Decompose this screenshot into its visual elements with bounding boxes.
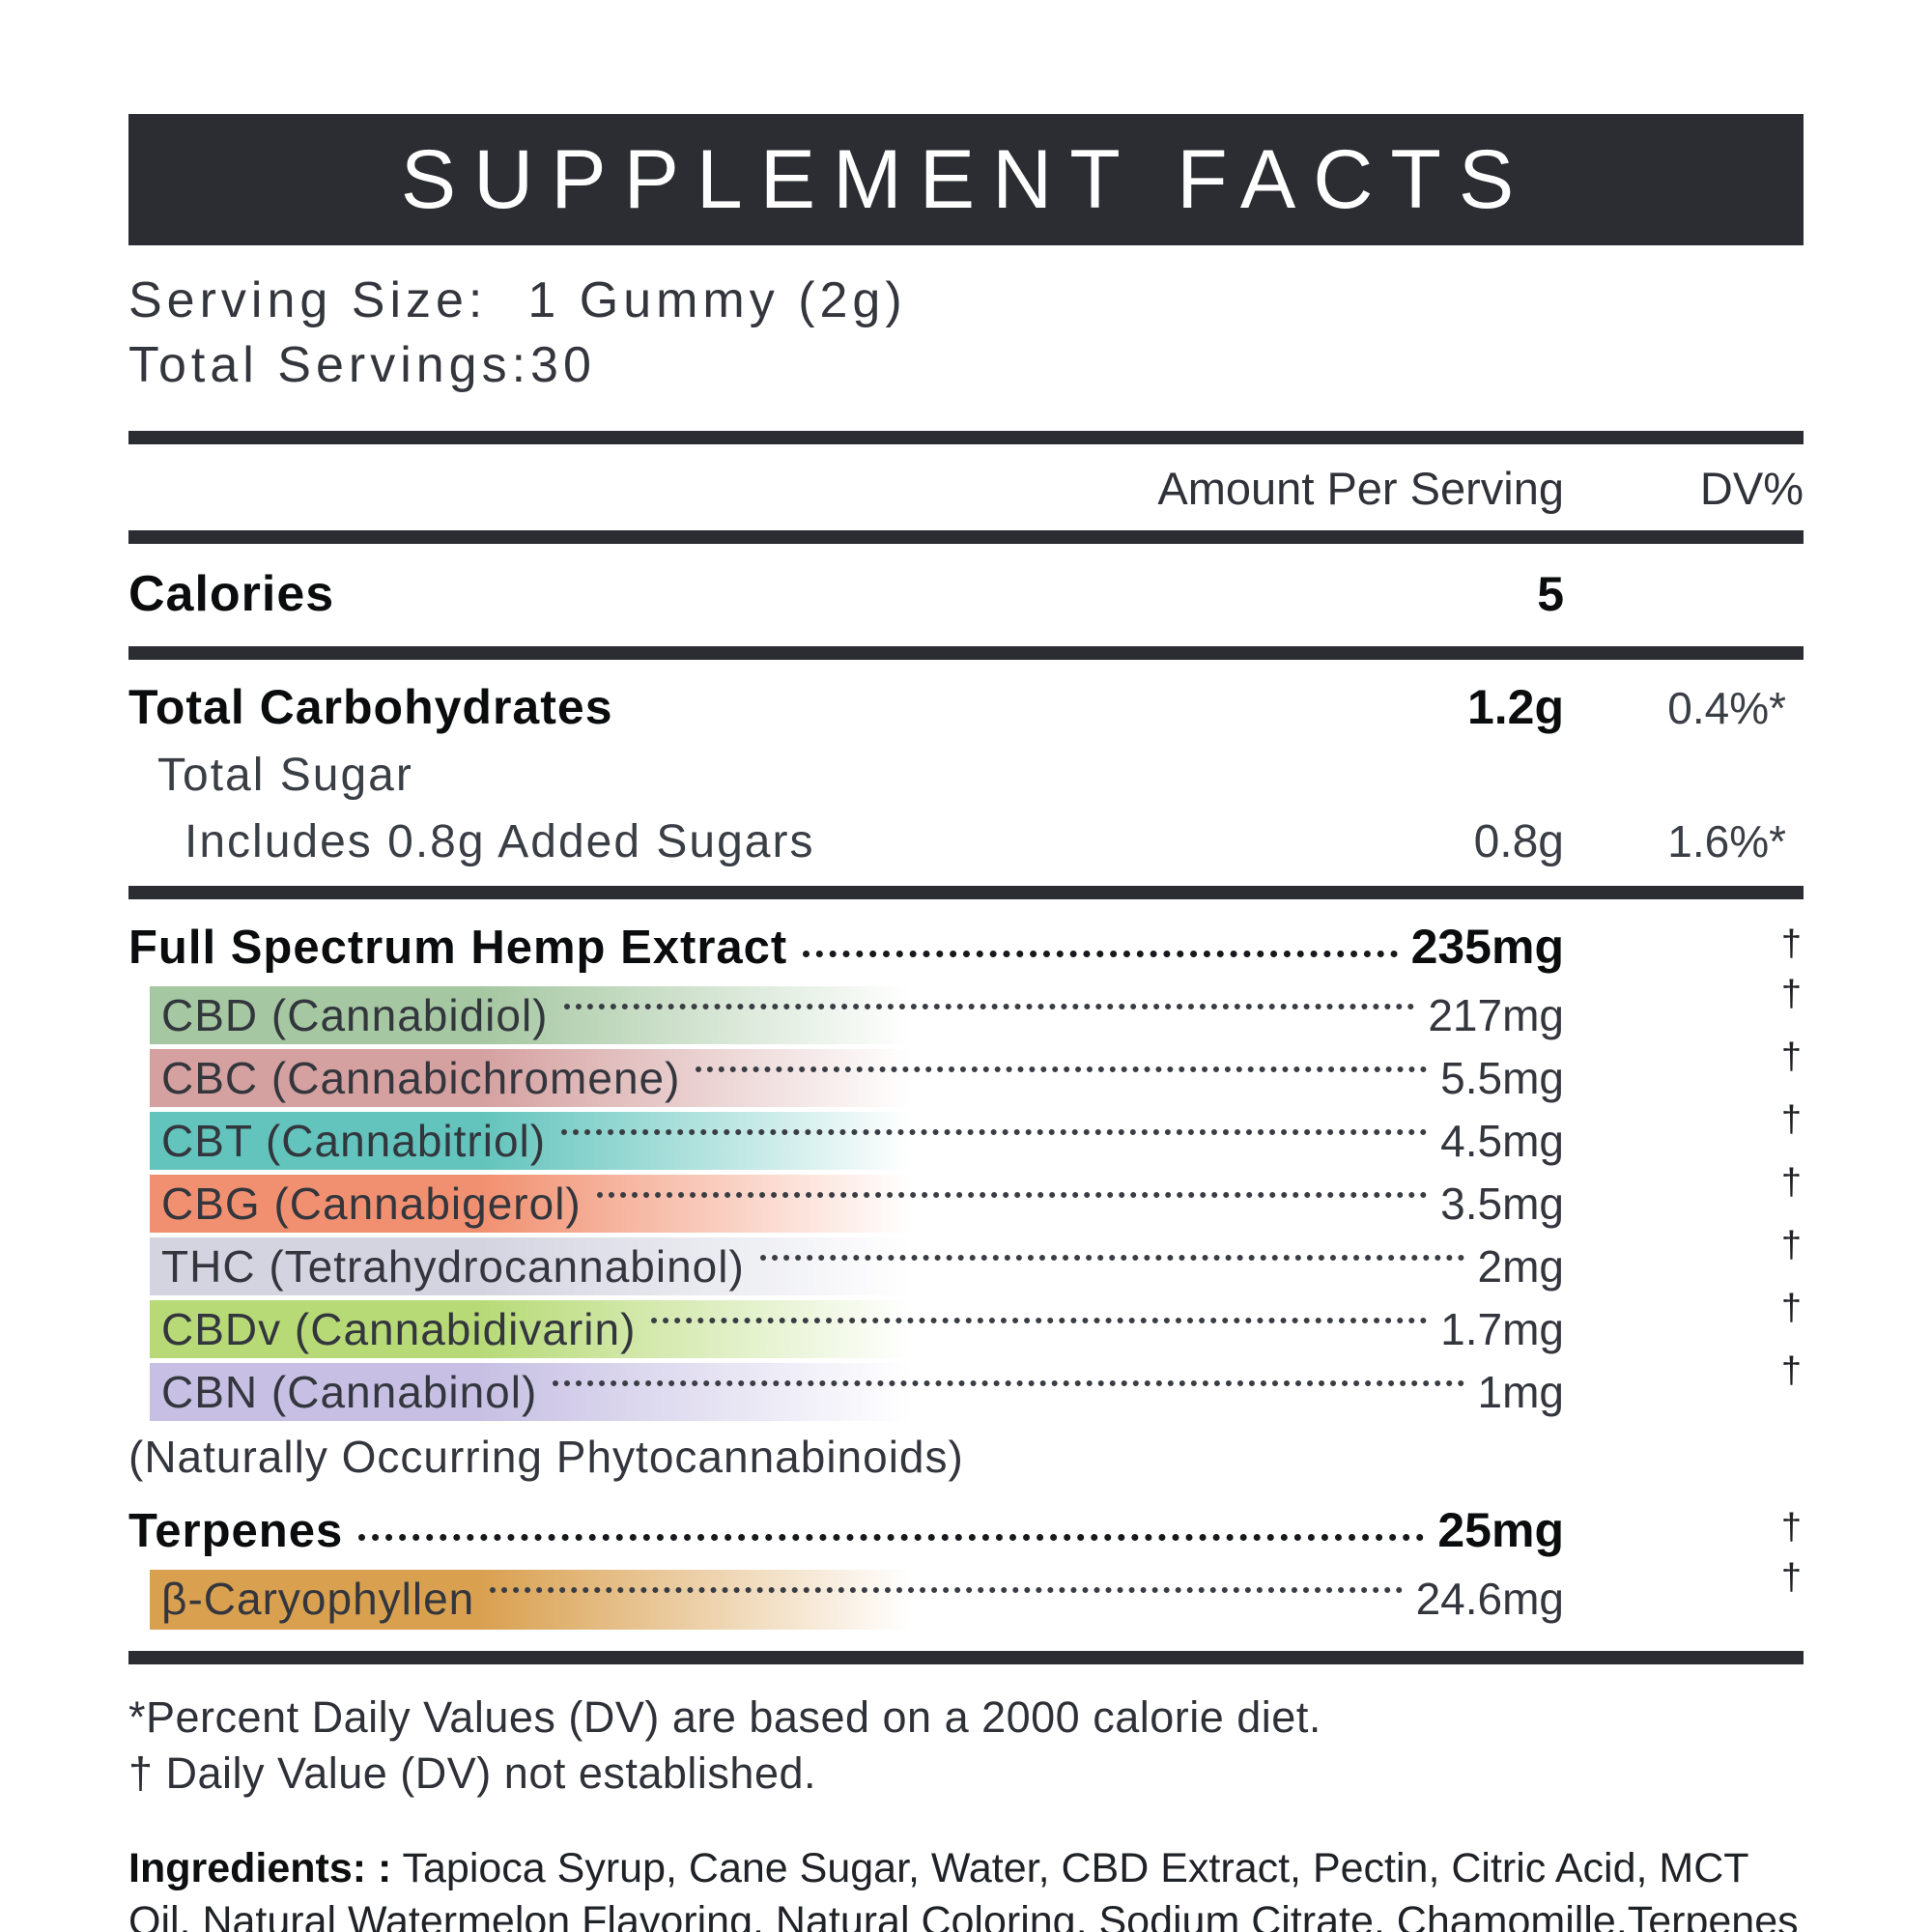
nutrient-label: Total Carbohydrates xyxy=(128,680,613,734)
terpene-row-caryophyllene: β-Caryophyllen 24.6mg † xyxy=(150,1557,1804,1630)
terpenes-header-row: Terpenes 25mg † xyxy=(128,1502,1804,1558)
cannabinoid-row-cbc: CBC (Cannabichromene) 5.5mg † xyxy=(150,1037,1804,1107)
nutrient-label: Total Sugar xyxy=(157,750,413,801)
nutrient-amount: 1.2g xyxy=(1466,680,1564,734)
cannabinoid-row-cbg: CBG (Cannabigerol) 3.5mg † xyxy=(150,1162,1804,1233)
dagger-symbol: † xyxy=(1780,974,1802,1014)
terpene-amount: 24.6mg xyxy=(1415,1574,1564,1624)
dot-leader xyxy=(803,951,1398,957)
dagger-footnote: † Daily Value (DV) not established. xyxy=(128,1748,817,1798)
dagger-symbol: † xyxy=(1780,1225,1802,1265)
cannabinoid-amount: 3.5mg xyxy=(1440,1179,1564,1229)
serving-size-label: Serving Size: xyxy=(128,272,488,328)
cannabinoid-row-cbd: CBD (Cannabidiol) 217mg † xyxy=(150,974,1804,1044)
cannabinoid-amount: 2mg xyxy=(1477,1241,1564,1292)
cannabinoid-amount: 1mg xyxy=(1477,1367,1564,1417)
hemp-extract-header-row: Full Spectrum Hemp Extract 235mg † xyxy=(128,919,1804,975)
cannabinoid-row-cbdv: CBDv (Cannabidivarin) 1.7mg † xyxy=(150,1288,1804,1358)
page-title: SUPPLEMENT FACTS xyxy=(400,132,1532,226)
nutrient-label: Includes 0.8g Added Sugars xyxy=(185,816,815,867)
dv-footnote: *Percent Daily Values (DV) are based on … xyxy=(128,1692,1321,1742)
calories-amount: 5 xyxy=(1537,567,1564,621)
total-sugar-row: Total Sugar xyxy=(128,749,1804,802)
nutrient-amount: 0.8g xyxy=(1473,816,1564,867)
cannabinoid-row-thc: THC (Tetrahydrocannabinol) 2mg † xyxy=(150,1225,1804,1295)
cannabinoid-row-cbn: CBN (Cannabinol) 1mg † xyxy=(150,1350,1804,1421)
dot-leader xyxy=(759,1255,1464,1261)
cannabinoid-label: CBT (Cannabitriol) xyxy=(161,1116,547,1166)
serving-size-line: Serving Size: 1 Gummy (2g) xyxy=(128,269,1804,333)
added-sugars-row: Includes 0.8g Added Sugars 0.8g 1.6%* xyxy=(128,815,1804,868)
cannabinoid-amount: 1.7mg xyxy=(1440,1304,1564,1354)
ingredients-label: Ingredients: : xyxy=(128,1845,392,1891)
dagger-symbol: † xyxy=(1780,923,1802,964)
hemp-extract-label: Full Spectrum Hemp Extract xyxy=(128,922,788,974)
dagger-symbol: † xyxy=(1780,1350,1802,1391)
cannabinoid-label: CBG (Cannabigerol) xyxy=(161,1179,582,1229)
total-servings-label: Total Servings: xyxy=(128,337,531,393)
dot-leader xyxy=(651,1318,1428,1323)
dot-leader xyxy=(561,1129,1428,1135)
terpenes-label: Terpenes xyxy=(128,1505,344,1557)
dv-column-header: DV% xyxy=(1699,463,1804,514)
dagger-symbol: † xyxy=(1780,1037,1802,1077)
divider xyxy=(128,431,1804,444)
divider xyxy=(128,530,1804,544)
ingredients-text: Tapioca Syrup, Cane Sugar, Water, CBD Ex… xyxy=(128,1845,1799,1932)
serving-info: Serving Size: 1 Gummy (2g) Total Servings… xyxy=(128,269,1804,398)
carbohydrates-section: Total Carbohydrates 1.2g 0.4%* Total Sug… xyxy=(128,660,1804,886)
cannabinoid-amount: 4.5mg xyxy=(1440,1116,1564,1166)
cannabinoid-amount: 5.5mg xyxy=(1440,1053,1564,1103)
dot-leader xyxy=(563,1004,1415,1009)
calories-label: Calories xyxy=(128,566,335,622)
cannabinoid-label: THC (Tetrahydrocannabinol) xyxy=(161,1241,745,1292)
divider xyxy=(128,646,1804,660)
serving-size-value: 1 Gummy (2g) xyxy=(527,272,907,328)
dagger-symbol: † xyxy=(1780,1099,1802,1140)
hemp-extract-amount: 235mg xyxy=(1410,920,1564,974)
nutrient-dv: 1.6%* xyxy=(1667,816,1786,867)
total-servings-line: Total Servings:30 xyxy=(128,333,1804,398)
terpenes-amount: 25mg xyxy=(1437,1503,1564,1557)
cannabinoid-label: CBD (Cannabidiol) xyxy=(161,990,549,1040)
dagger-symbol: † xyxy=(1780,1162,1802,1203)
amount-column-header: Amount Per Serving xyxy=(1157,463,1564,514)
terpene-label: β-Caryophyllen xyxy=(161,1574,475,1624)
column-header-row: Amount Per Serving DV% xyxy=(128,444,1804,530)
dot-leader xyxy=(596,1192,1428,1198)
divider xyxy=(128,886,1804,899)
divider xyxy=(128,1651,1804,1664)
cannabinoid-label: CBN (Cannabinol) xyxy=(161,1367,538,1417)
dot-leader xyxy=(696,1066,1428,1072)
cannabinoid-label: CBDv (Cannabidivarin) xyxy=(161,1304,637,1354)
total-carbohydrates-row: Total Carbohydrates 1.2g 0.4%* xyxy=(128,679,1804,735)
dot-leader xyxy=(358,1534,1425,1541)
title-bar: SUPPLEMENT FACTS xyxy=(128,114,1804,245)
ingredients-paragraph: Ingredients: : Tapioca Syrup, Cane Sugar… xyxy=(128,1842,1804,1932)
cannabinoid-amount: 217mg xyxy=(1428,990,1564,1040)
dagger-symbol: † xyxy=(1780,1288,1802,1328)
calories-row: Calories 5 xyxy=(128,544,1804,646)
dagger-symbol: † xyxy=(1780,1507,1802,1548)
total-servings-value: 30 xyxy=(530,337,596,393)
footnotes: *Percent Daily Values (DV) are based on … xyxy=(128,1690,1804,1802)
dagger-symbol: † xyxy=(1780,1557,1802,1598)
dot-leader xyxy=(553,1380,1464,1386)
cannabinoid-row-cbt: CBT (Cannabitriol) 4.5mg † xyxy=(150,1099,1804,1170)
nutrient-dv: 0.4%* xyxy=(1667,683,1786,733)
phytocannabinoids-note: (Naturally Occurring Phytocannabinoids) xyxy=(128,1432,964,1482)
cannabinoid-label: CBC (Cannabichromene) xyxy=(161,1053,681,1103)
dot-leader xyxy=(490,1587,1403,1593)
